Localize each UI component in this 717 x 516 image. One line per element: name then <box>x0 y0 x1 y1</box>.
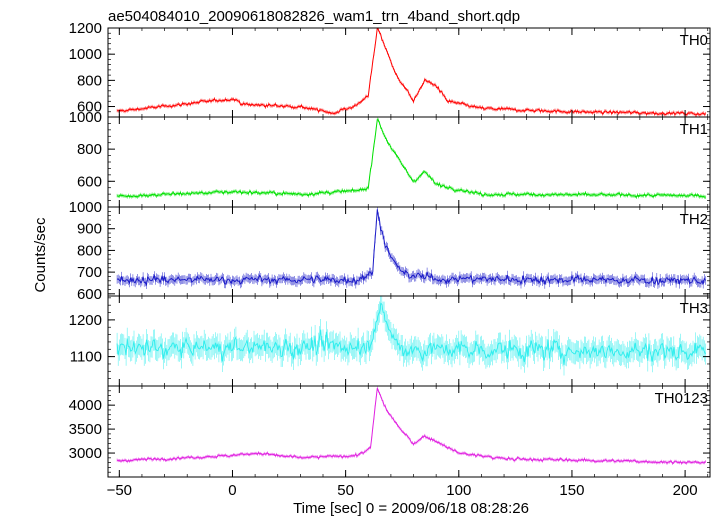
panel-label: TH1 <box>680 121 708 138</box>
y-tick-label: 1000 <box>69 109 102 126</box>
panel-th2: 600 700 800 900 1000 TH2 <box>69 199 711 303</box>
series-th0-errors <box>116 28 706 117</box>
x-tick-label: 100 <box>446 482 471 499</box>
series-th3-errors <box>116 296 706 376</box>
y-tick-label: 1200 <box>69 20 102 37</box>
y-tick-label: 900 <box>77 221 102 238</box>
series-th1 <box>116 118 706 199</box>
series-th0 <box>117 28 706 117</box>
panel-label: TH0 <box>680 32 708 49</box>
y-tick-label: 600 <box>77 286 102 303</box>
panels-group: 60080010001200TH06008001000TH16007008009… <box>69 20 711 499</box>
x-tick-label: 150 <box>559 482 584 499</box>
panel-th0: 600 800 1000 1200 TH0 <box>69 20 711 118</box>
panel-label: TH0123 <box>655 390 708 407</box>
y-tick-label: 4000 <box>69 397 102 414</box>
x-tick-label: 50 <box>337 482 354 499</box>
panel-frame <box>107 385 711 478</box>
series-th3 <box>116 302 706 365</box>
panel-th3: 1100 1200 TH3 <box>69 295 711 387</box>
x-axis-label: Time [sec] 0 = 2009/06/18 08:28:26 <box>293 500 529 516</box>
y-tick-label: 600 <box>77 173 102 190</box>
y-tick-label: 1200 <box>69 312 102 329</box>
y-tick-label: 800 <box>77 141 102 158</box>
y-tick-label: 3000 <box>69 445 102 462</box>
chart-title: ae504084010_20090618082826_wam1_trn_4ban… <box>108 8 520 25</box>
series-th0123-errors <box>116 386 706 465</box>
y-tick-label: 700 <box>77 264 102 281</box>
panel-label: TH3 <box>680 300 708 317</box>
y-tick-label: 1100 <box>70 349 102 366</box>
panel-label: TH2 <box>680 211 708 228</box>
x-tick-label: 0 <box>228 482 236 499</box>
series-th0123 <box>116 387 706 465</box>
y-tick-label: 800 <box>77 242 102 259</box>
y-tick-label: 1000 <box>69 199 102 216</box>
y-tick-label: 600 <box>77 99 102 116</box>
y-axis-label: Counts/sec <box>32 217 49 293</box>
y-tick-label: 800 <box>77 72 102 89</box>
series-th1-errors <box>116 117 706 199</box>
series-th2-errors <box>116 207 706 289</box>
x-tick-label: 200 <box>673 482 698 499</box>
panel-th0123: 3000 3500 4000 TH0123 <box>69 385 711 478</box>
series-th2 <box>116 209 706 287</box>
panel-th1: 600 800 1000 TH1 <box>69 109 711 208</box>
x-tick-label: −50 <box>107 482 132 499</box>
y-tick-label: 1000 <box>69 46 102 63</box>
y-tick-label: 3500 <box>69 421 102 438</box>
